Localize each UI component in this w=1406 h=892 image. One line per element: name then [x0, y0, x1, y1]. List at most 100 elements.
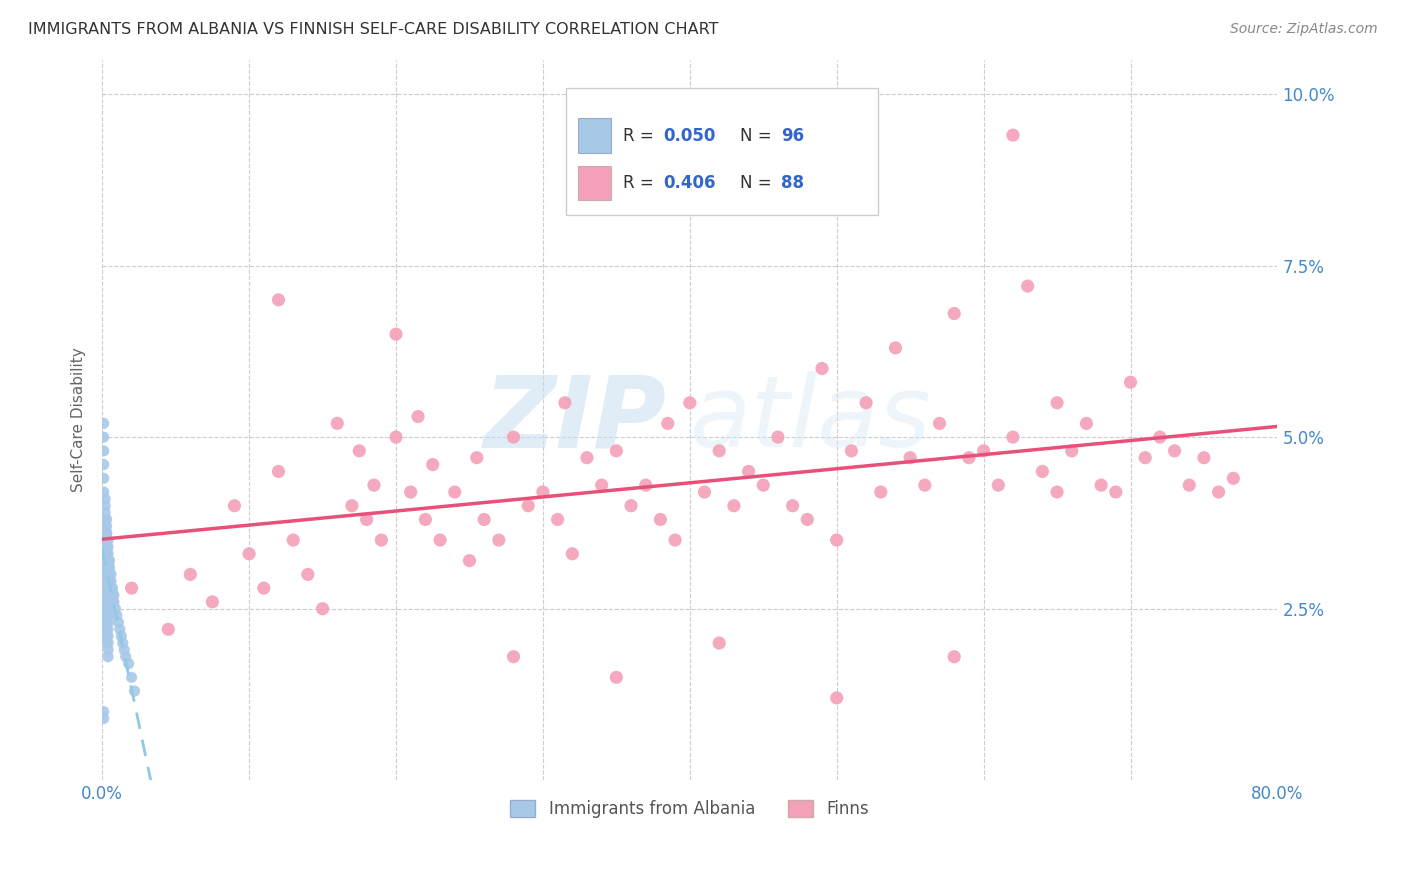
Point	[97, 540, 120, 554]
Point	[96, 622, 118, 636]
Point	[107, 615, 129, 630]
Point	[634, 478, 657, 492]
Point	[943, 649, 966, 664]
Point	[782, 499, 804, 513]
Point	[96, 540, 118, 554]
Point	[406, 409, 429, 424]
Point	[94, 608, 117, 623]
Text: N =: N =	[741, 127, 778, 145]
Point	[1163, 443, 1185, 458]
Point	[605, 670, 627, 684]
Y-axis label: Self-Care Disability: Self-Care Disability	[72, 348, 86, 492]
Point	[98, 601, 121, 615]
Text: R =: R =	[623, 174, 659, 192]
Point	[429, 533, 451, 547]
Point	[385, 430, 408, 444]
Point	[253, 581, 276, 595]
Point	[841, 443, 863, 458]
Point	[94, 588, 117, 602]
Point	[94, 581, 117, 595]
Text: Source: ZipAtlas.com: Source: ZipAtlas.com	[1230, 22, 1378, 37]
Point	[96, 533, 118, 547]
Point	[884, 341, 907, 355]
Point	[605, 443, 627, 458]
Point	[98, 581, 121, 595]
Point	[96, 629, 118, 643]
Point	[179, 567, 201, 582]
Point	[97, 567, 120, 582]
Point	[443, 485, 465, 500]
Point	[1222, 471, 1244, 485]
Point	[96, 547, 118, 561]
Point	[472, 512, 495, 526]
Point	[502, 649, 524, 664]
Point	[517, 499, 540, 513]
Point	[93, 712, 115, 726]
Point	[98, 574, 121, 589]
Text: N =: N =	[741, 174, 778, 192]
Point	[97, 615, 120, 630]
Point	[96, 526, 118, 541]
Point	[118, 657, 141, 671]
Point	[898, 450, 921, 465]
Point	[124, 684, 146, 698]
Point	[93, 458, 115, 472]
Point	[1135, 450, 1157, 465]
Point	[157, 622, 180, 636]
Point	[97, 533, 120, 547]
Point	[100, 595, 122, 609]
Point	[370, 533, 392, 547]
Point	[96, 595, 118, 609]
Point	[547, 512, 569, 526]
Point	[1046, 396, 1069, 410]
Text: ZIP: ZIP	[484, 371, 666, 468]
Point	[1119, 375, 1142, 389]
Point	[825, 690, 848, 705]
Point	[465, 450, 488, 465]
Point	[100, 581, 122, 595]
Point	[709, 636, 731, 650]
Bar	[578, 166, 612, 201]
Point	[97, 636, 120, 650]
Bar	[578, 119, 612, 153]
Point	[96, 581, 118, 595]
Point	[855, 396, 877, 410]
Point	[825, 533, 848, 547]
Point	[1076, 417, 1098, 431]
Point	[1090, 478, 1112, 492]
Point	[96, 588, 118, 602]
Point	[100, 567, 122, 582]
Point	[928, 417, 950, 431]
Point	[97, 649, 120, 664]
Point	[96, 519, 118, 533]
Point	[201, 595, 224, 609]
Point	[349, 443, 371, 458]
Point	[96, 554, 118, 568]
Point	[112, 643, 135, 657]
Point	[94, 601, 117, 615]
Point	[94, 512, 117, 526]
Point	[224, 499, 246, 513]
Point	[93, 705, 115, 719]
Point	[531, 485, 554, 500]
Point	[96, 636, 118, 650]
Point	[103, 588, 125, 602]
Point	[1192, 450, 1215, 465]
Point	[1208, 485, 1230, 500]
Point	[94, 574, 117, 589]
Point	[488, 533, 510, 547]
Point	[297, 567, 319, 582]
Point	[664, 533, 686, 547]
Point	[96, 560, 118, 574]
Point	[94, 547, 117, 561]
Point	[766, 430, 789, 444]
Point	[93, 443, 115, 458]
Point	[100, 574, 122, 589]
Point	[97, 643, 120, 657]
Point	[973, 443, 995, 458]
Point	[752, 478, 775, 492]
Point	[363, 478, 385, 492]
Point	[94, 540, 117, 554]
Point	[103, 595, 125, 609]
Point	[93, 430, 115, 444]
